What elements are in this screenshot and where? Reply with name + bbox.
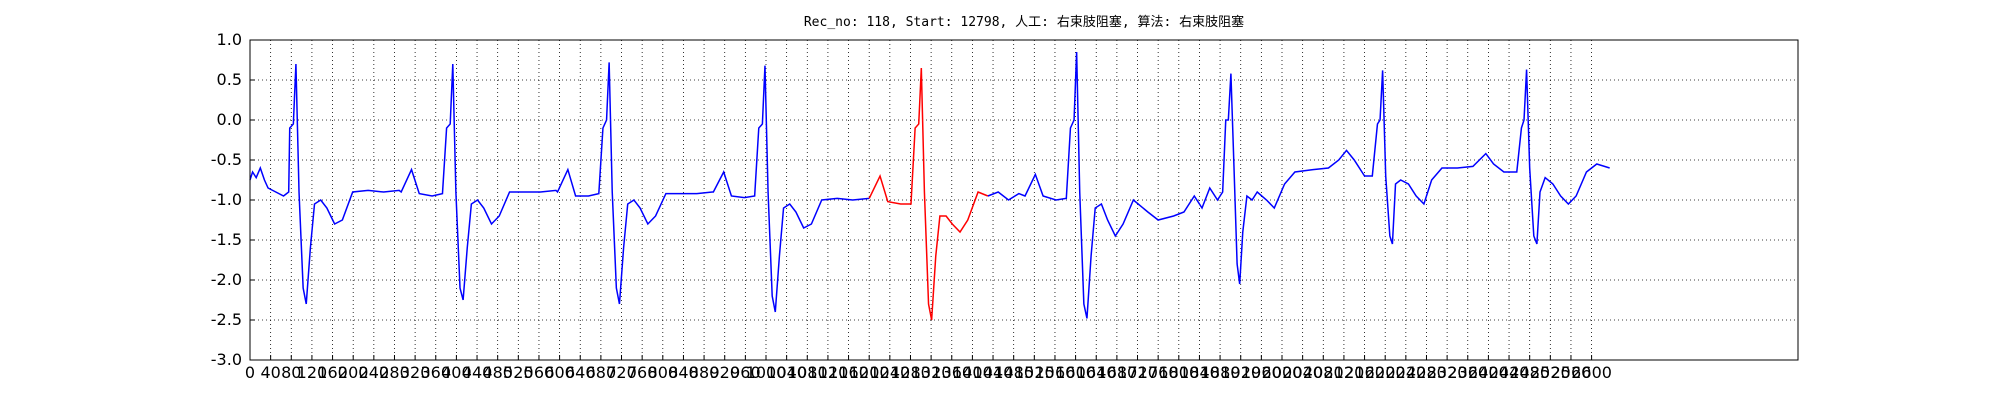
x-tick-label: 800 (648, 363, 679, 382)
x-tick-label: 120 (297, 363, 328, 382)
x-tick-label: 360 (420, 363, 451, 382)
x-tick-label: 1800 (1158, 363, 1199, 382)
x-tick-label: 600 (544, 363, 575, 382)
x-tick-label: 40 (260, 363, 280, 382)
chart-title: Rec_no: 118, Start: 12798, 人工: 右束肢阻塞, 算法… (804, 14, 1244, 30)
x-tick-label: 2240 (1385, 363, 1426, 382)
x-tick-label: 1480 (993, 363, 1034, 382)
y-tick-label: -2.0 (211, 270, 242, 289)
x-tick-label: 80 (281, 363, 301, 382)
x-tick-label: 1440 (973, 363, 1014, 382)
ecg-line (987, 51, 1610, 319)
x-tick-label: 1200 (849, 363, 890, 382)
x-tick-label: 760 (627, 363, 658, 382)
x-tick-label: 1160 (828, 363, 869, 382)
x-tick-label: 2320 (1427, 363, 1468, 382)
x-tick-label: 1920 (1220, 363, 1261, 382)
x-tick-label: 2040 (1282, 363, 1323, 382)
x-tick-label: 0 (245, 363, 255, 382)
x-tick-label: 2520 (1530, 363, 1571, 382)
x-tick-label: 160 (317, 363, 348, 382)
y-tick-label: -2.5 (211, 310, 242, 329)
x-tick-label: 1560 (1035, 363, 1076, 382)
x-tick-label: 1280 (890, 363, 931, 382)
x-tick-label: 200 (338, 363, 369, 382)
x-tick-label: 1960 (1241, 363, 1282, 382)
x-tick-label: 2480 (1509, 363, 1550, 382)
x-tick-label: 2400 (1468, 363, 1509, 382)
x-tick-label: 400 (441, 363, 472, 382)
ecg-line (249, 62, 870, 313)
x-tick-label: 1720 (1117, 363, 1158, 382)
x-tick-label: 280 (379, 363, 410, 382)
x-tick-label: 2560 (1551, 363, 1592, 382)
x-tick-label: 1840 (1179, 363, 1220, 382)
x-tick-label: 2440 (1489, 363, 1530, 382)
x-tick-label: 520 (503, 363, 534, 382)
x-tick-label: 2200 (1365, 363, 1406, 382)
y-tick-label: 0.5 (217, 70, 242, 89)
x-tick-label: 920 (709, 363, 740, 382)
x-tick-label: 2120 (1324, 363, 1365, 382)
x-tick-label: 240 (359, 363, 390, 382)
y-tick-label: 0.0 (217, 110, 242, 129)
plot-frame (249, 39, 1799, 361)
x-tick-label: 1320 (911, 363, 952, 382)
x-tick-label: 1080 (787, 363, 828, 382)
x-tick-label: 1760 (1138, 363, 1179, 382)
x-tick-label: 1880 (1200, 363, 1241, 382)
x-tick-label: 1040 (766, 363, 807, 382)
x-tick-label: 1600 (1055, 363, 1096, 382)
x-tick-label: 2000 (1262, 363, 1303, 382)
x-tick-label: 1120 (808, 363, 849, 382)
x-tick-label: 2160 (1344, 363, 1385, 382)
x-tick-label: 1400 (952, 363, 993, 382)
y-tick-label: -3.0 (211, 350, 242, 369)
ecg-line (868, 67, 989, 321)
y-tick-label: -1.5 (211, 230, 242, 249)
x-tick-label: 720 (606, 363, 637, 382)
x-tick-label: 960 (730, 363, 761, 382)
x-tick-label: 2360 (1447, 363, 1488, 382)
x-tick-label: 2080 (1303, 363, 1344, 382)
x-tick-label: 1240 (869, 363, 910, 382)
y-tick-label: -0.5 (211, 150, 242, 169)
x-tick-label: 480 (482, 363, 513, 382)
x-tick-label: 1000 (746, 363, 787, 382)
x-tick-label: 880 (689, 363, 720, 382)
x-tick-label: 1640 (1076, 363, 1117, 382)
x-tick-label: 1520 (1014, 363, 1055, 382)
x-tick-label: 440 (462, 363, 493, 382)
x-tick-label: 680 (586, 363, 617, 382)
x-tick-label: 1360 (931, 363, 972, 382)
x-tick-label: 560 (524, 363, 555, 382)
x-tick-label: 320 (400, 363, 431, 382)
y-tick-label: -1.0 (211, 190, 242, 209)
x-tick-label: 640 (565, 363, 596, 382)
x-tick-label: 840 (668, 363, 699, 382)
x-tick-label: 1680 (1097, 363, 1138, 382)
x-tick-label: 2600 (1571, 363, 1612, 382)
y-tick-label: 1.0 (217, 30, 242, 49)
x-tick-label: 2280 (1406, 363, 1447, 382)
